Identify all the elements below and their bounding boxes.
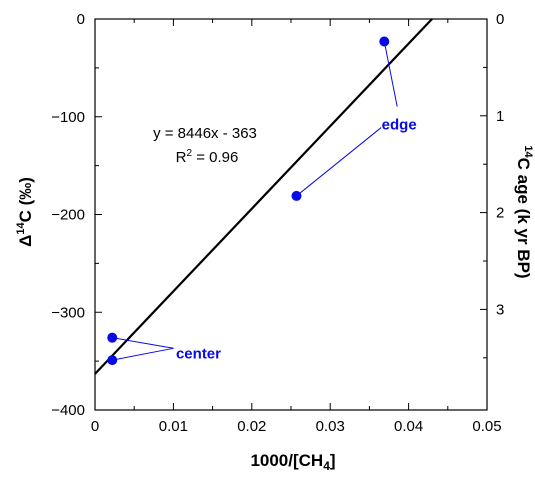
r-squared: R2 = 0.96 [176,148,239,166]
y-tick-label: −300 [51,304,85,321]
fit-equation: y = 8446x - 363 [153,125,257,142]
annotation-label-edge: edge [382,117,417,134]
y-tick-label: −400 [51,402,85,419]
x-tick-label: 0.01 [159,418,188,435]
y-axis-title: Δ14C (‰) [15,177,35,247]
annotation-label-center: center [176,345,221,362]
annotation-layer: edge center [112,41,417,362]
data-point-edge [291,190,302,201]
data-point-center [107,332,118,343]
y2-axis-ticks: 0 1 2 3 [480,11,504,359]
x-tick-label: 0.05 [472,418,501,435]
y-axis-ticks: 0 −100 −200 −300 −400 [51,11,102,419]
y2-tick-label: 1 [496,108,504,125]
plot-frame-rect [94,18,488,411]
data-point-center [107,355,118,366]
x-axis-title: 1000/[CH4] [250,451,335,473]
plot-frame [94,18,488,411]
data-point-edge [379,36,390,47]
y2-tick-label: 0 [496,11,504,28]
y2-tick-label: 3 [496,301,504,318]
x-tick-label: 0.03 [316,418,345,435]
x-tick-label: 0.02 [237,418,266,435]
regression-line [94,18,433,375]
y-tick-label: −100 [51,109,85,126]
fit-layer [94,18,433,375]
y-tick-label: 0 [77,11,85,28]
point-layer [107,36,390,366]
annotation-leader-line [112,337,174,349]
x-axis-ticks: 0 0.01 0.02 0.03 0.04 0.05 [91,19,502,435]
y2-axis-title: 14C age (k yr BP) [514,145,534,278]
annotation-leader-line [296,127,382,197]
annotation-leader-line [112,347,174,361]
x-tick-label: 0.04 [394,418,423,435]
x-tick-label: 0 [91,418,99,435]
y2-tick-label: 2 [496,205,504,222]
y-tick-label: −200 [51,207,85,224]
annotation-leader-line [383,41,398,107]
